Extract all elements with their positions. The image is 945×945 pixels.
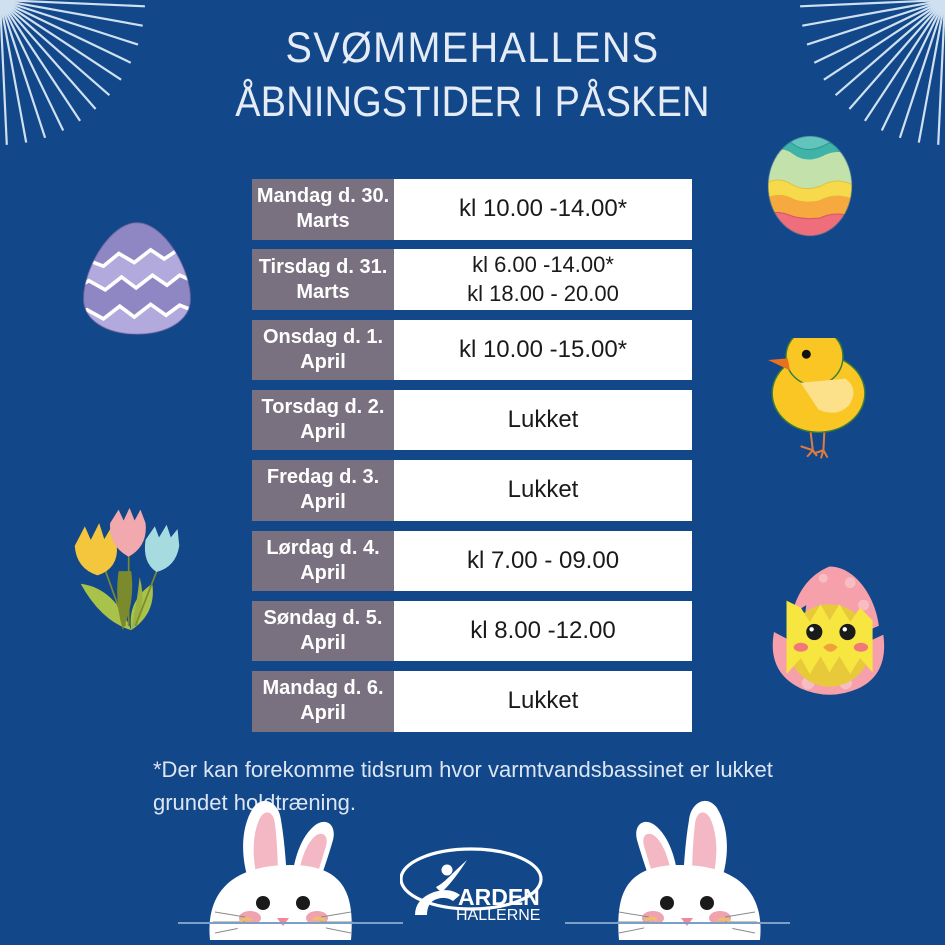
svg-text:HALLERNE: HALLERNE <box>456 907 540 922</box>
